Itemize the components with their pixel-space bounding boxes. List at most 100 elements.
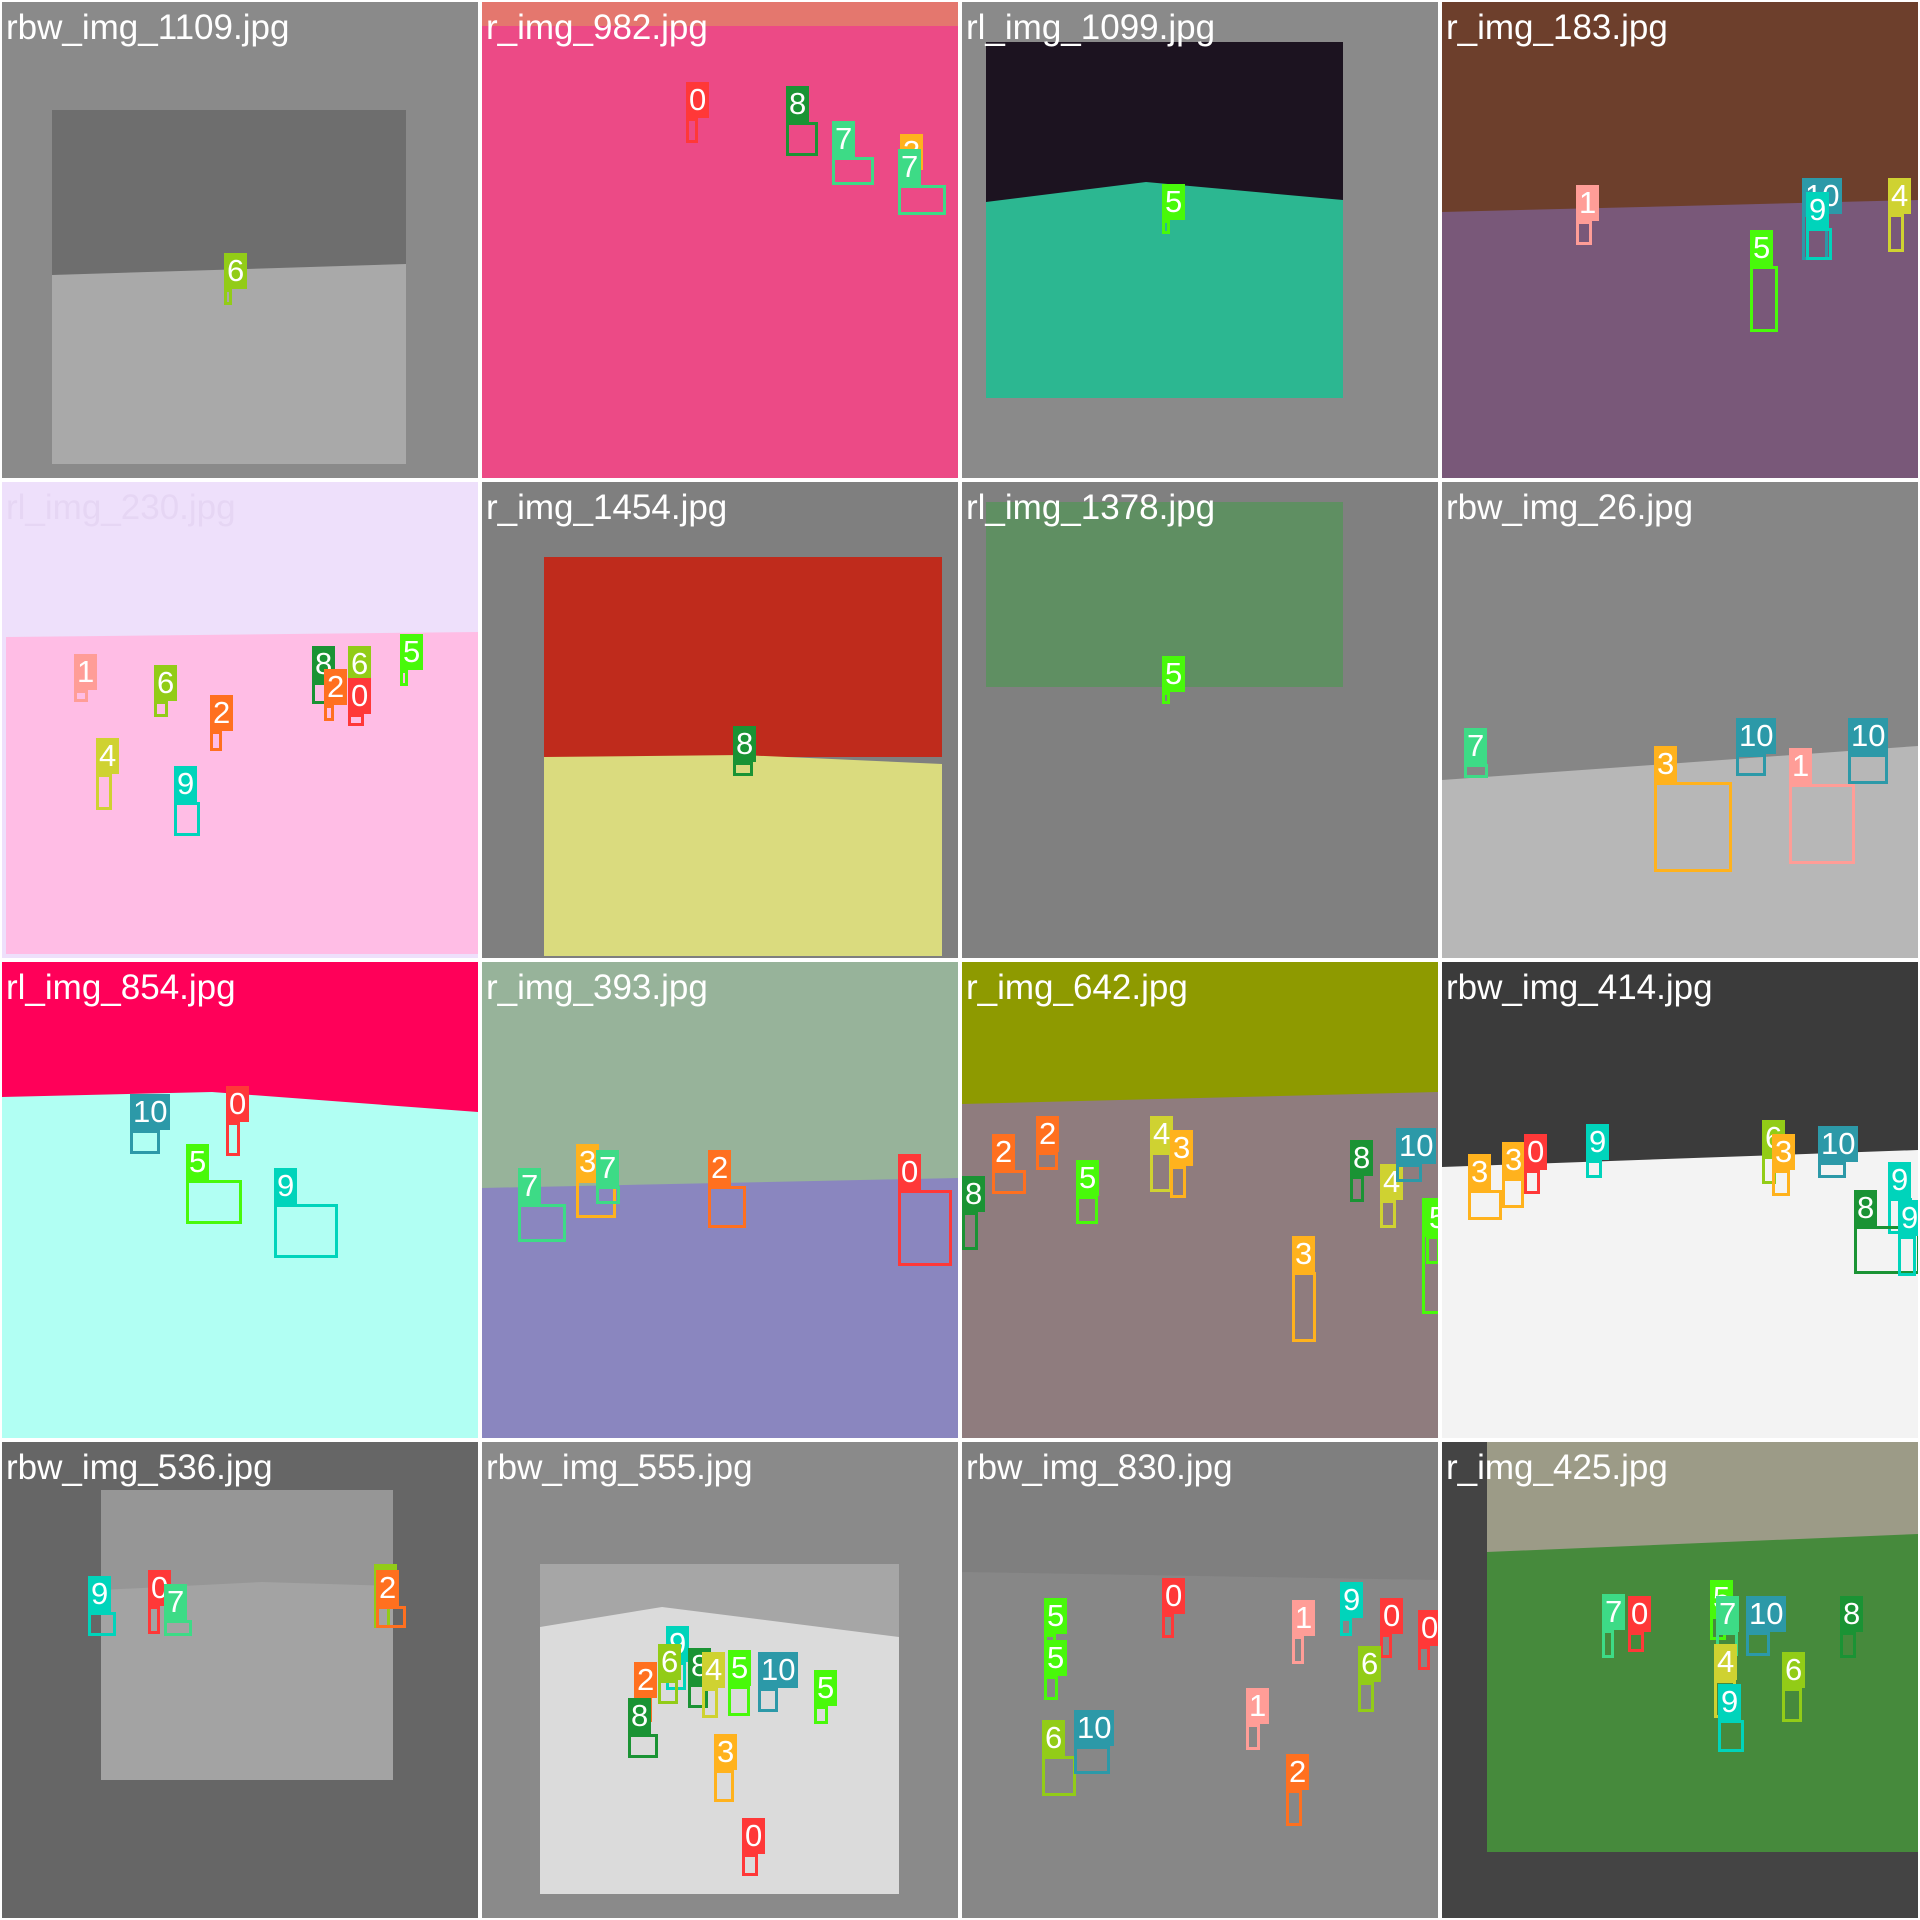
class-label: 0 (1162, 1578, 1186, 1614)
scene-render (1442, 1150, 1918, 1438)
bounding-box (1898, 1236, 1916, 1276)
class-label: 9 (1898, 1200, 1918, 1236)
detection-8: 8 (628, 1698, 658, 1758)
class-label: 5 (1076, 1160, 1100, 1196)
tile-filename: rl_img_1378.jpg (966, 488, 1216, 527)
detection-3: 3 (576, 1144, 616, 1218)
detection-0: 0 (1162, 1578, 1186, 1638)
class-label: 9 (274, 1168, 298, 1204)
class-label: 6 (1782, 1652, 1806, 1688)
class-label: 6 (1042, 1720, 1066, 1756)
bounding-box (898, 1190, 952, 1266)
detection-5: 5 (1750, 230, 1778, 332)
bounding-box (164, 1620, 192, 1636)
bounding-box (1292, 1272, 1316, 1342)
bounding-box (962, 1212, 978, 1250)
image-tile: r_img_425.jpg7057108469 (1442, 1442, 1918, 1918)
bounding-box (74, 690, 88, 702)
class-label: 7 (1602, 1594, 1626, 1630)
bounding-box (1358, 1682, 1374, 1712)
detection-0: 0 (1418, 1610, 1438, 1670)
bounding-box (628, 1734, 658, 1758)
bounding-box (814, 1706, 828, 1724)
class-label: 7 (832, 121, 856, 157)
detection-7: 7 (164, 1584, 192, 1636)
class-label: 1 (74, 654, 98, 690)
image-tile: rbw_img_26.jpg 7 10 10 3 1 (1442, 482, 1918, 958)
class-label: 3 (1170, 1130, 1194, 1166)
class-label: 4 (1714, 1644, 1738, 1680)
bounding-box (1170, 1166, 1186, 1198)
tile-filename: r_img_425.jpg (1446, 1448, 1668, 1487)
bounding-box (1782, 1688, 1802, 1722)
scene-render (482, 1178, 958, 1438)
image-tile: r_img_393.jpg 7 3 7 2 0 (482, 962, 958, 1438)
scene-render (1487, 1442, 1918, 1852)
tile-filename: rbw_img_830.jpg (966, 1448, 1233, 1487)
detection-7: 7 (832, 121, 874, 185)
class-label: 0 (1418, 1610, 1438, 1646)
bounding-box (1350, 1176, 1364, 1202)
detection-10: 10 (1818, 1126, 1859, 1178)
class-label: 8 (628, 1698, 652, 1734)
bounding-box (1380, 1200, 1396, 1228)
bounding-box (1076, 1196, 1098, 1224)
detection-1: 1 (1576, 185, 1600, 245)
tile-filename: rl_img_1099.jpg (966, 8, 1216, 47)
class-label: 6 (154, 665, 178, 701)
class-label: 10 (758, 1652, 799, 1688)
tile-filename: r_img_1454.jpg (486, 488, 728, 527)
bounding-box (1628, 1632, 1644, 1652)
class-label: 8 (1840, 1596, 1864, 1632)
bounding-box (174, 802, 200, 836)
class-label: 9 (1888, 1162, 1912, 1198)
bounding-box (758, 1688, 778, 1712)
bounding-box (1654, 782, 1732, 872)
detection-10: 10 (1074, 1710, 1115, 1774)
detection-7: 7 (1716, 1596, 1740, 1656)
image-tile: rl_img_854.jpg 10 0 5 9 (2, 962, 478, 1438)
detection-1: 1 (1292, 1600, 1316, 1664)
bounding-box (1162, 220, 1170, 234)
class-label: 7 (1464, 728, 1488, 764)
detection-9: 9 (1586, 1124, 1610, 1178)
class-label: 4 (96, 738, 120, 774)
class-label: 3 (576, 1144, 600, 1180)
class-label: 7 (164, 1584, 188, 1620)
class-label: 5 (186, 1144, 210, 1180)
bounding-box (1426, 1236, 1438, 1264)
class-label: 8 (733, 726, 757, 762)
detection-3: 3 (714, 1734, 738, 1802)
class-label: 0 (348, 678, 372, 714)
image-tile: rl_img_230.jpg 1 6 2 8 6 2 0 5 4 9 (2, 482, 478, 958)
bounding-box (728, 1686, 750, 1716)
class-label: 6 (224, 253, 248, 289)
class-label: 10 (1818, 1126, 1859, 1162)
scene-render (962, 1572, 1438, 1918)
detection-9: 9 (274, 1168, 338, 1258)
bounding-box (1246, 1724, 1260, 1750)
class-label: 5 (1044, 1598, 1068, 1634)
bounding-box (1602, 1630, 1614, 1658)
class-label: 5 (814, 1670, 838, 1706)
class-label: 10 (1746, 1596, 1787, 1632)
bounding-box (742, 1854, 758, 1876)
detection-0: 0 (1380, 1598, 1404, 1658)
detection-2: 2 (376, 1570, 406, 1628)
bounding-box (130, 1130, 160, 1154)
bounding-box (1162, 692, 1170, 704)
bounding-box (1396, 1164, 1422, 1182)
scene-render (482, 2, 958, 26)
detection-2: 2 (210, 695, 234, 751)
scene-render (1442, 200, 1918, 478)
detection-3: 3 (1502, 1142, 1526, 1208)
detection-4: 4 (96, 738, 120, 810)
bounding-box (708, 1186, 746, 1228)
class-label: 4 (1888, 178, 1912, 214)
class-label: 7 (596, 1150, 620, 1186)
class-label: 5 (1426, 1200, 1438, 1236)
bounding-box (1502, 1178, 1524, 1208)
bounding-box (1718, 1720, 1744, 1752)
bounding-box (832, 157, 874, 185)
